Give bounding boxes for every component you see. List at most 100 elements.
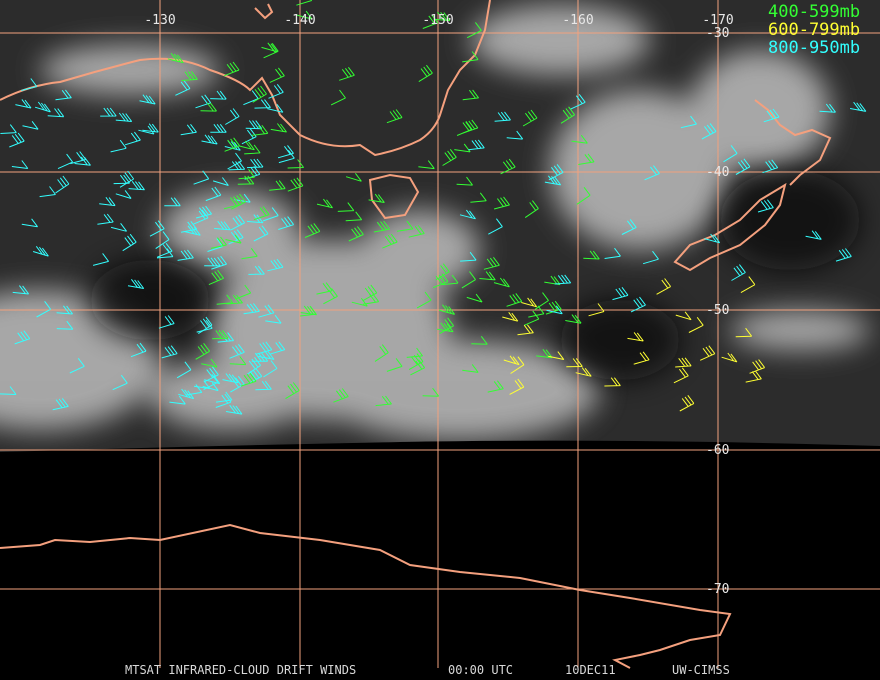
wind-barb — [548, 164, 564, 181]
wind-barb — [251, 125, 269, 136]
coastlines — [0, 0, 832, 669]
wind-barb — [115, 112, 133, 122]
wind-barb — [506, 130, 524, 140]
wind-barb — [21, 78, 38, 91]
wind-barb — [267, 258, 284, 272]
wind-barb — [479, 271, 496, 281]
wind-barb — [735, 327, 752, 338]
wind-barb — [99, 197, 116, 207]
product-name: MTSAT INFRARED-CLOUD DRIFT WINDS — [125, 663, 356, 677]
wind-barb — [47, 108, 65, 118]
wind-barb — [12, 285, 29, 295]
wind-barb — [345, 211, 363, 222]
wind-barb — [296, 10, 313, 20]
wind-barb — [749, 359, 765, 374]
wind-barb — [493, 196, 510, 210]
wind-barb — [304, 223, 321, 238]
wind-barb — [509, 378, 525, 395]
wind-barb — [433, 11, 451, 22]
latitude-label: -30 — [706, 26, 729, 41]
wind-barb — [588, 303, 605, 317]
wind-barb — [208, 270, 224, 286]
legend-entry: 800-950mb — [768, 38, 860, 58]
wind-barb — [216, 294, 234, 305]
wind-barb — [441, 274, 459, 286]
wind-barb — [462, 364, 479, 373]
wind-barb — [437, 322, 454, 333]
wind-barb — [267, 104, 284, 113]
wind-barb — [32, 246, 49, 257]
longitude-label: -140 — [284, 13, 315, 28]
wind-barb — [627, 332, 644, 342]
wind-barb — [202, 382, 219, 392]
wind-barb — [263, 43, 279, 59]
wind-barb — [287, 177, 304, 192]
wind-barb — [462, 119, 479, 134]
wind-barb — [374, 344, 389, 362]
wind-barb — [576, 187, 591, 205]
wind-barb — [456, 176, 473, 186]
wind-barb — [234, 193, 251, 203]
wind-barb — [316, 198, 333, 209]
wind-barb — [762, 159, 779, 174]
wind-barb — [278, 216, 294, 230]
wind-barb — [52, 398, 69, 411]
wind-barb — [230, 214, 245, 231]
wind-barb — [521, 297, 538, 308]
wind-barb — [228, 229, 244, 245]
wind-barb — [263, 360, 278, 378]
wind-barb — [258, 304, 275, 318]
wind-barb — [368, 193, 385, 203]
wind-barb — [462, 51, 479, 63]
wind-barb — [500, 158, 516, 175]
wind-barb — [240, 373, 257, 387]
wind-barb — [269, 180, 286, 191]
wind-barb — [570, 94, 586, 110]
wind-barb — [138, 125, 155, 135]
wind-barb — [254, 99, 271, 109]
wind-barb — [488, 218, 503, 235]
wind-barb — [167, 53, 184, 64]
wind-barb — [21, 218, 38, 228]
wind-barb — [432, 273, 449, 289]
wind-barb — [337, 202, 355, 212]
wind-barb — [224, 137, 240, 152]
wind-barb — [210, 124, 227, 133]
wind-barb — [656, 278, 671, 295]
wind-barb — [55, 175, 70, 194]
wind-barb — [560, 106, 575, 124]
wind-barb — [56, 305, 73, 315]
wind-barb — [214, 220, 231, 231]
wind-barb — [348, 226, 364, 242]
wind-barb — [461, 271, 476, 289]
wind-barb — [243, 303, 260, 315]
wind-barb — [169, 395, 186, 405]
wind-barb — [262, 207, 279, 222]
longitude-label: -130 — [144, 13, 175, 28]
wind-barb — [604, 247, 621, 259]
wind-barb — [633, 351, 650, 365]
wind-barb — [248, 265, 265, 275]
wind-barb — [731, 264, 746, 281]
wind-barb — [268, 84, 284, 99]
wind-barb — [115, 190, 132, 199]
wind-barb — [287, 159, 304, 169]
wind-barb — [351, 297, 368, 307]
wind-barb — [323, 288, 338, 305]
wind-barb — [204, 257, 221, 267]
wind-barb — [522, 109, 538, 127]
wind-barb — [418, 160, 435, 170]
wind-barb — [330, 89, 346, 106]
wind-barb — [11, 160, 29, 169]
wind-barb — [217, 332, 234, 343]
wind-barb — [176, 361, 192, 379]
wind-barb — [180, 124, 197, 136]
wind-barb — [524, 200, 539, 219]
wind-barb — [124, 131, 141, 146]
wind-barb — [578, 153, 595, 165]
wind-barb — [621, 219, 637, 235]
wind-barb — [510, 356, 525, 374]
wind-barb — [546, 305, 563, 315]
wind-barb — [269, 341, 286, 355]
wind-barb — [225, 108, 240, 125]
